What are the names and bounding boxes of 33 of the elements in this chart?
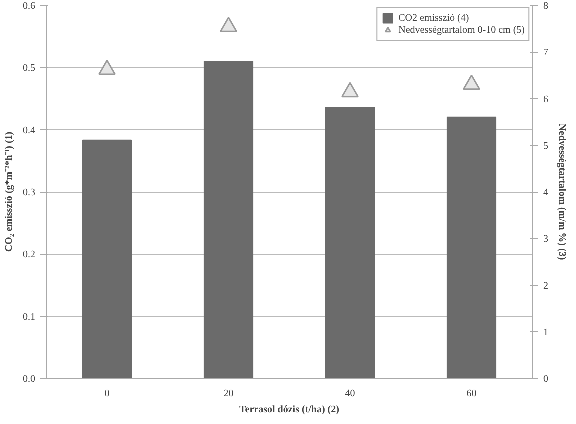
x-tick-label: 60	[466, 388, 477, 400]
y2-axis-title: Nedvességtartalom (m/m %) (3)	[556, 124, 568, 260]
legend-label: Nedvességtartalom 0-10 cm (5)	[398, 24, 525, 36]
y2-tick-label: 3	[544, 234, 548, 246]
bar	[82, 140, 132, 378]
y2-tick-label: 5	[544, 140, 548, 152]
y2-tick-label: 7	[544, 48, 548, 59]
y2-tick-label: 4	[544, 188, 548, 198]
y-tick-label: 0.3	[23, 188, 36, 198]
x-tick-label: 0	[104, 388, 110, 400]
x-tick-label: 40	[345, 388, 356, 400]
y-tick-label: 0.6	[23, 1, 36, 12]
y-tick-label: 0.4	[23, 125, 36, 136]
y2-tick-label: 0	[544, 374, 548, 385]
x-tick-label: 20	[224, 388, 234, 400]
y-tick-label: 0.1	[23, 312, 36, 323]
bar	[204, 60, 254, 378]
y2-tick-label: 2	[544, 280, 548, 292]
bar	[325, 106, 376, 378]
legend-label: CO2 emisszió (4)	[398, 12, 470, 24]
bar	[446, 116, 497, 378]
y2-tick-label: 1	[544, 327, 548, 338]
y-axis-title: CO₂ emisszió (g*m⁻²*h⁻¹) (1)	[4, 132, 15, 252]
y-tick-label: 0.0	[23, 374, 36, 385]
x-axis-title: Terrasol dózis (t/ha) (2)	[240, 404, 340, 416]
point	[463, 74, 480, 90]
point	[98, 60, 116, 76]
y2-tick-label: 8	[544, 1, 548, 12]
point	[220, 16, 238, 32]
point	[342, 82, 359, 98]
y2-tick-label: 6	[544, 94, 548, 106]
y-tick-label: 0.5	[23, 63, 36, 74]
y-tick-label: 0.2	[23, 250, 36, 261]
